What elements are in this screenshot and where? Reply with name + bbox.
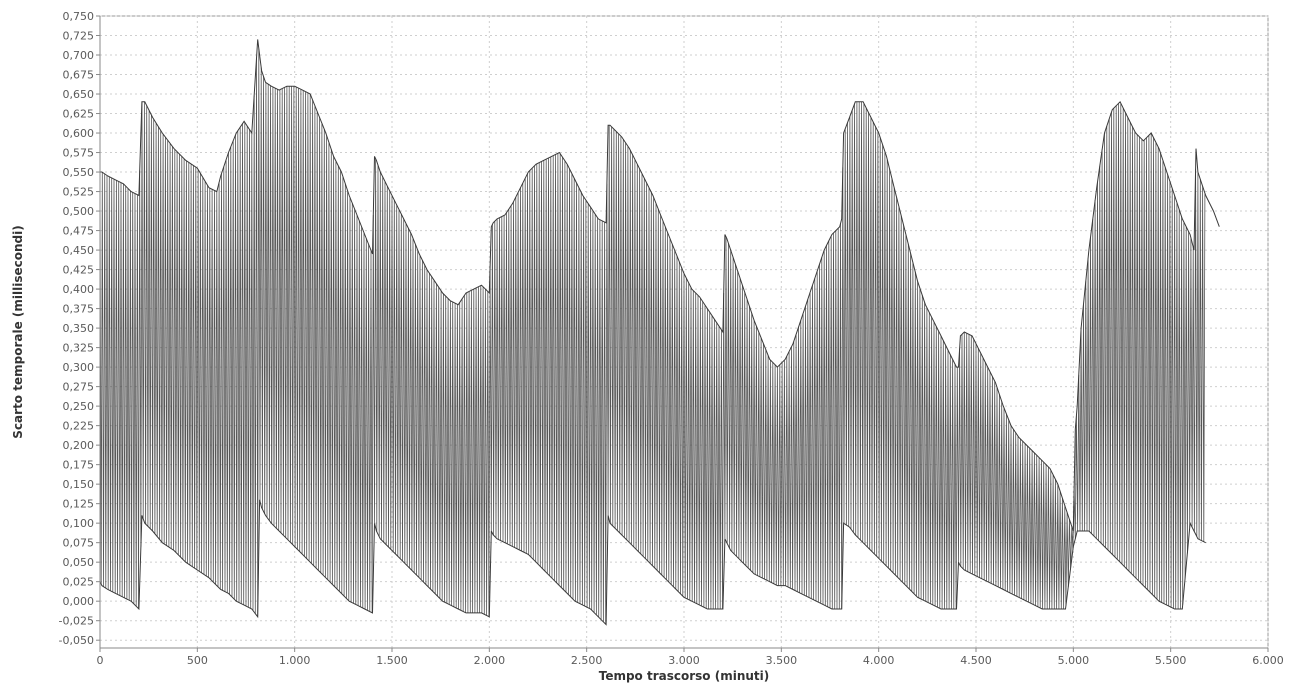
y-tick-label: 0,475 <box>63 225 95 238</box>
series-upper-envelope <box>100 39 1220 532</box>
tick-labels-layer: -0,050 -0,025 0,000 0,025 0,050 0,075 0,100 0,1… <box>59 10 1284 667</box>
x-tick-label: 5.000 <box>1058 654 1090 667</box>
y-tick-label: 0,275 <box>63 381 95 394</box>
series-layer <box>99 39 1220 626</box>
y-tick-label: 0,750 <box>63 10 95 23</box>
y-tick-label: 0,125 <box>63 498 95 511</box>
x-tick-label: 2.500 <box>571 654 603 667</box>
y-tick-label: 0,250 <box>63 400 95 413</box>
x-tick-label: 3.000 <box>668 654 700 667</box>
y-tick-label: 0,500 <box>63 205 95 218</box>
x-tick-label: 500 <box>187 654 208 667</box>
y-tick-label: 0,025 <box>63 576 95 589</box>
y-tick-label: 0,625 <box>63 108 95 121</box>
y-tick-label: 0,175 <box>63 459 95 472</box>
y-tick-label: 0,225 <box>63 420 95 433</box>
x-tick-label: 1.000 <box>279 654 311 667</box>
x-tick-label: 1.500 <box>376 654 408 667</box>
y-tick-label: 0,150 <box>63 478 95 491</box>
y-tick-label: 0,650 <box>63 88 95 101</box>
x-tick-label: 4.000 <box>863 654 895 667</box>
y-tick-label: 0,350 <box>63 322 95 335</box>
x-tick-label: 0 <box>97 654 104 667</box>
y-axis-title: Scarto temporale (millisecondi) <box>11 225 25 438</box>
y-tick-label: 0,600 <box>63 127 95 140</box>
y-tick-label: 0,200 <box>63 439 95 452</box>
x-tick-label: 4.500 <box>960 654 992 667</box>
y-tick-label: 0,075 <box>63 537 95 550</box>
y-tick-label: 0,100 <box>63 517 95 530</box>
y-tick-label: 0,700 <box>63 49 95 62</box>
x-tick-label: 5.500 <box>1155 654 1187 667</box>
x-tick-label: 3.500 <box>766 654 798 667</box>
y-tick-label: 0,000 <box>63 595 95 608</box>
x-axis-title: Tempo trascorso (minuti) <box>599 669 770 683</box>
y-tick-label: 0,325 <box>63 342 95 355</box>
y-tick-label: 0,300 <box>63 361 95 374</box>
y-tick-label: 0,050 <box>63 556 95 569</box>
series-lower-envelope <box>99 499 1206 626</box>
y-tick-label: -0,025 <box>59 615 94 628</box>
y-tick-label: 0,525 <box>63 186 95 199</box>
y-tick-label: 0,575 <box>63 147 95 160</box>
y-tick-label: 0,675 <box>63 69 95 82</box>
series-line <box>99 48 1206 625</box>
y-tick-label: 0,375 <box>63 303 95 316</box>
y-tick-label: 0,450 <box>63 244 95 257</box>
y-tick-label: 0,400 <box>63 283 95 296</box>
y-tick-label: 0,725 <box>63 30 95 43</box>
x-tick-label: 6.000 <box>1252 654 1284 667</box>
axes-layer <box>96 15 1269 652</box>
y-tick-label: 0,425 <box>63 264 95 277</box>
y-tick-label: -0,050 <box>59 634 94 647</box>
series-0 <box>99 39 1220 626</box>
y-tick-label: 0,550 <box>63 166 95 179</box>
x-tick-label: 2.000 <box>474 654 506 667</box>
